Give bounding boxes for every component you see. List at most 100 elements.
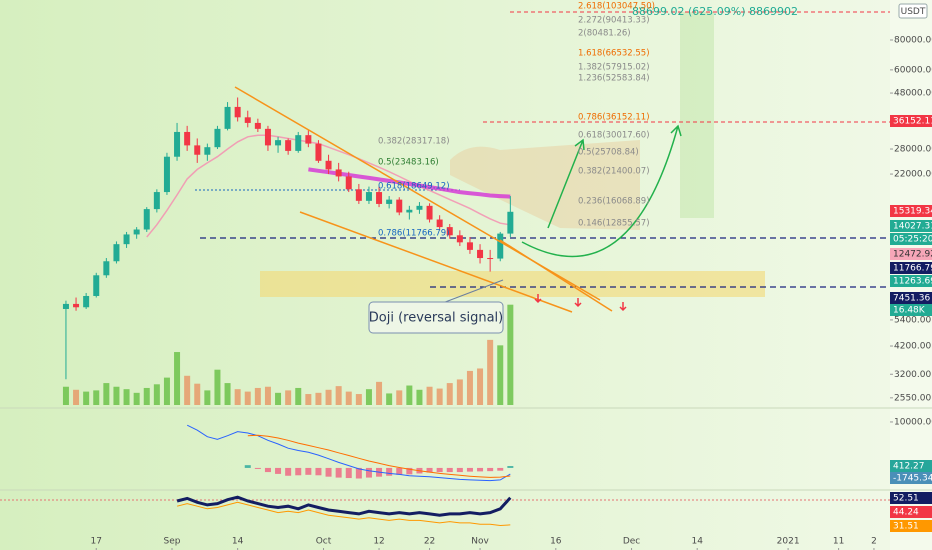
trend-line [299, 211, 573, 313]
volume-bar [224, 383, 231, 405]
volume-bar [123, 389, 130, 405]
macd-histogram [264, 467, 271, 473]
candle-body [335, 169, 342, 177]
volume-bar [365, 389, 372, 405]
fib-label: 0.146(12855.57) [578, 219, 650, 229]
volume-bar [456, 379, 463, 405]
x-tick-label: 14 [691, 537, 703, 547]
macd-histogram [477, 467, 484, 472]
volume-bar [446, 383, 453, 405]
volume-bar [194, 383, 201, 405]
y-tick-label: 28000.00 [894, 145, 932, 155]
x-tick-label: 22 [424, 537, 435, 547]
macd-histogram [386, 467, 393, 476]
arrow [547, 138, 585, 229]
candle-body [275, 140, 282, 146]
price-tag-label: -1745.34 [893, 474, 932, 484]
volume-bar [345, 391, 352, 405]
fib-label: 0.786(36152.11) [578, 113, 650, 123]
candle-body [194, 145, 201, 155]
price-tag [890, 262, 932, 274]
oscillator-line [176, 495, 512, 517]
candle-body [315, 143, 322, 161]
volume-bar [426, 386, 433, 405]
target-label: 88699.02 (625.09%) 8869902 [632, 5, 798, 18]
macd-histogram [406, 467, 413, 475]
price-tag [890, 506, 932, 518]
arrow [534, 294, 542, 304]
candle-body [477, 249, 484, 259]
volume-bar [436, 388, 443, 405]
volume-bar [285, 390, 292, 405]
moving-average [146, 134, 511, 238]
x-tick-label: 16 [550, 537, 562, 547]
callout-text: Doji (reversal signal) [369, 311, 504, 326]
volume-bar [335, 386, 342, 405]
fib-label: 2(80481.26) [578, 29, 631, 39]
macd-histogram [254, 467, 261, 469]
price-tag-label: 14027.31 [893, 222, 932, 232]
y-tick-label: 4200.00 [894, 342, 931, 352]
fib-label: 0.618(18649.12) [378, 182, 450, 192]
price-tag-label: 52.51 [893, 494, 919, 504]
price-tag-label: 7451.36 [893, 294, 930, 304]
candle-body [214, 128, 221, 148]
price-tag-label: 412.27 [893, 462, 925, 472]
x-tick-label: 11 [833, 537, 844, 547]
x-tick-label: 14 [232, 537, 244, 547]
volume-bar [406, 385, 413, 405]
x-tick-label: Sep [164, 537, 181, 547]
volume-bar [204, 390, 211, 405]
macd-histogram [305, 467, 312, 475]
volume-bar [73, 389, 80, 405]
price-tag [890, 472, 932, 484]
y-tick-label: 3200.00 [894, 370, 931, 380]
volume-bar [396, 390, 403, 405]
x-tick-label: 2021 [777, 537, 800, 547]
price-tag-label: 44.24 [893, 508, 919, 518]
macd-histogram [365, 467, 372, 478]
volume-bar [386, 393, 393, 405]
candle-body [305, 135, 312, 144]
volume-bar [466, 370, 473, 405]
x-tick-label: Oct [316, 537, 332, 547]
callout-pointer [439, 279, 504, 305]
candle-body [83, 295, 90, 308]
price-tag [890, 460, 932, 472]
price-tag-label: 16.48K [893, 306, 926, 316]
volume-bar [275, 392, 282, 405]
volume-bar [325, 389, 332, 405]
fib-label: 2.618(103047.50) [578, 2, 655, 12]
volume-bar [305, 394, 312, 405]
fib-label: 1.236(52583.84) [578, 74, 650, 84]
candle-body [396, 199, 403, 213]
price-tag [890, 248, 932, 260]
volume-bar [184, 375, 191, 405]
macd-histogram [497, 467, 504, 471]
candle-body [345, 176, 352, 190]
candle-body [103, 261, 110, 276]
candle-body [133, 229, 140, 235]
volume-bar [295, 387, 302, 405]
volume-bar [163, 377, 170, 405]
macd-histogram [285, 467, 292, 476]
price-tag-label: 11263.69 [893, 277, 932, 287]
macd-histogram [446, 467, 453, 473]
macd-histogram [426, 467, 433, 473]
candle-body [376, 192, 383, 204]
volume-bar [315, 392, 322, 405]
fib-label: 0.786(11766.79) [378, 229, 450, 239]
price-tag [890, 233, 932, 245]
arrow [574, 298, 582, 308]
price-tag [890, 275, 932, 287]
price-tag-label: 31.51 [893, 522, 919, 532]
fib-label: 0.5(25708.84) [578, 148, 639, 158]
macd-histogram [436, 467, 443, 473]
y-tick-label: 5400.00 [894, 315, 931, 325]
macd-histogram [325, 467, 332, 477]
candle-body [62, 303, 69, 309]
macd-histogram [396, 467, 403, 475]
candle-body [184, 131, 191, 146]
price-tag [890, 205, 932, 217]
candle-body [234, 106, 241, 118]
